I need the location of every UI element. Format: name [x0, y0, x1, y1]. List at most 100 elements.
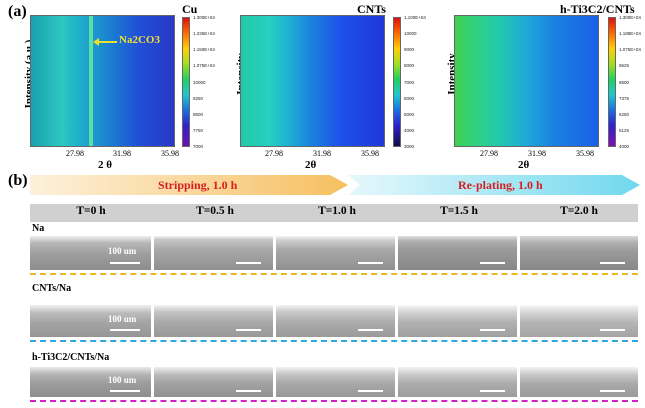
scale-bar [110, 262, 140, 264]
colorbar-labels: 1.300E+04 1.188E+04 1.075E+04 9625 8500 … [619, 15, 641, 149]
contour-map [454, 15, 599, 147]
scale-bar [358, 262, 383, 264]
x-tick: 35.98 [576, 149, 594, 158]
x-tick: 27.98 [66, 149, 84, 158]
sem-image [154, 236, 273, 270]
sem-image [154, 305, 273, 337]
colorbar-tick: 7750 [193, 127, 204, 133]
row-label-na: Na [32, 223, 45, 234]
scale-bar [480, 390, 505, 392]
scale-bar-label: 100 um [108, 375, 137, 385]
scale-bar [110, 329, 140, 331]
colorbar [393, 17, 401, 147]
sem-image [520, 367, 638, 397]
na2co3-annotation: Na2CO3 [119, 34, 160, 46]
sem-image [154, 367, 273, 397]
panel-a-label: (a) [8, 3, 27, 20]
scale-bar [358, 390, 383, 392]
x-axis-label: 2θ [518, 159, 530, 171]
scale-bar [236, 262, 261, 264]
colorbar-tick: 7000 [193, 144, 204, 149]
scale-bar [358, 329, 383, 331]
replating-label: Re-plating, 1.0 h [458, 178, 543, 192]
scale-bar-label: 100 um [108, 246, 137, 256]
colorbar-tick: 4000 [404, 127, 415, 133]
colorbar-tick: 1.075E+04 [193, 63, 215, 69]
plot-h-ti3c2-cnts: Intensity h-Ti3C2/CNTs 1.300E+04 1.188E+… [430, 0, 645, 171]
time-header: T=0 h T=0.5 h T=1.0 h T=1.5 h T=2.0 h [30, 204, 638, 222]
contour-map: Na2CO3 [30, 15, 175, 147]
colorbar-tick: 1.075E+04 [619, 47, 641, 53]
sem-row-h-ti3c2-cnts-na: 100 um [30, 367, 638, 397]
plot-title: CNTs [357, 2, 386, 16]
sem-image [520, 305, 638, 337]
arrow-icon [95, 41, 117, 43]
colorbar-tick: 4000 [619, 144, 630, 149]
colorbar-tick: 5125 [619, 127, 630, 133]
x-tick: 35.98 [361, 149, 379, 158]
sem-image: 100 um [30, 367, 151, 397]
colorbar-tick: 1.300E+04 [193, 15, 215, 20]
contour-map [240, 15, 385, 147]
scale-bar [600, 329, 625, 331]
row-label-h-ti3c2-cnts-na: h-Ti3C2/CNTs/Na [32, 352, 110, 363]
plot-title: h-Ti3C2/CNTs [560, 2, 635, 16]
x-tick: 27.98 [265, 149, 283, 158]
x-tick: 27.98 [480, 149, 498, 158]
sem-image [398, 236, 517, 270]
colorbar-tick: 3000 [404, 144, 415, 149]
colorbar [608, 17, 616, 147]
colorbar-tick: 9625 [619, 63, 630, 69]
colorbar-tick: 10000 [193, 79, 206, 85]
plot-cnts: Intensity CNTs 1.100E+04 10000 9000 8000… [215, 0, 430, 171]
sem-image [276, 236, 395, 270]
sem-image [398, 367, 517, 397]
scale-bar [480, 262, 505, 264]
panel-b-label: (b) [8, 172, 28, 189]
scale-bar [110, 390, 140, 392]
arrowhead-icon [93, 38, 99, 46]
row-divider-na [30, 273, 638, 275]
sem-image: 100 um [30, 305, 151, 337]
colorbar [182, 17, 190, 147]
sem-image [520, 236, 638, 270]
sem-image: 100 um [30, 236, 151, 270]
x-tick: 35.98 [161, 149, 179, 158]
colorbar-tick: 7375 [619, 95, 630, 101]
stripping-arrow [30, 175, 348, 195]
row-divider-cnts-na [30, 340, 638, 342]
colorbar-labels: 1.100E+04 10000 9000 8000 7000 6000 5000… [404, 15, 426, 149]
plot-title: Cu [182, 2, 198, 16]
sem-row-na: 100 um [30, 236, 638, 270]
scale-bar [236, 329, 261, 331]
x-tick: 31.98 [113, 149, 131, 158]
time-label: T=0 h [76, 205, 106, 217]
stripping-label: Stripping, 1.0 h [158, 178, 238, 192]
colorbar-tick: 1.188E+04 [619, 31, 641, 37]
colorbar-tick: 1.100E+04 [404, 15, 426, 20]
sem-image [276, 367, 395, 397]
plot-cu: Intensity (a.u.) Na2CO3 Cu 1.300E+04 1.2… [0, 0, 215, 171]
time-label: T=2.0 h [560, 205, 598, 217]
scale-bar-label: 100 um [108, 314, 137, 324]
colorbar-tick: 1.225E+04 [193, 31, 215, 37]
row-label-cnts-na: CNTs/Na [32, 283, 72, 294]
colorbar-tick: 5000 [404, 111, 415, 117]
sem-image [276, 305, 395, 337]
x-axis-label: 2 θ [98, 159, 112, 171]
scale-bar [480, 329, 505, 331]
process-arrows [30, 175, 640, 195]
x-axis-label: 2θ [305, 159, 317, 171]
colorbar-tick: 8500 [193, 111, 204, 117]
sem-image [398, 305, 517, 337]
colorbar-tick: 9000 [404, 47, 415, 53]
colorbar-tick: 9250 [193, 95, 204, 101]
colorbar-tick: 1.150E+04 [193, 47, 215, 53]
colorbar-labels: 1.300E+04 1.225E+04 1.150E+04 1.075E+04 … [193, 15, 215, 149]
colorbar-tick: 1.300E+04 [619, 15, 641, 20]
scale-bar [600, 262, 625, 264]
colorbar-tick: 6000 [404, 95, 415, 101]
scale-bar [600, 390, 625, 392]
sem-row-cnts-na: 100 um [30, 305, 638, 337]
time-label: T=0.5 h [196, 205, 234, 217]
